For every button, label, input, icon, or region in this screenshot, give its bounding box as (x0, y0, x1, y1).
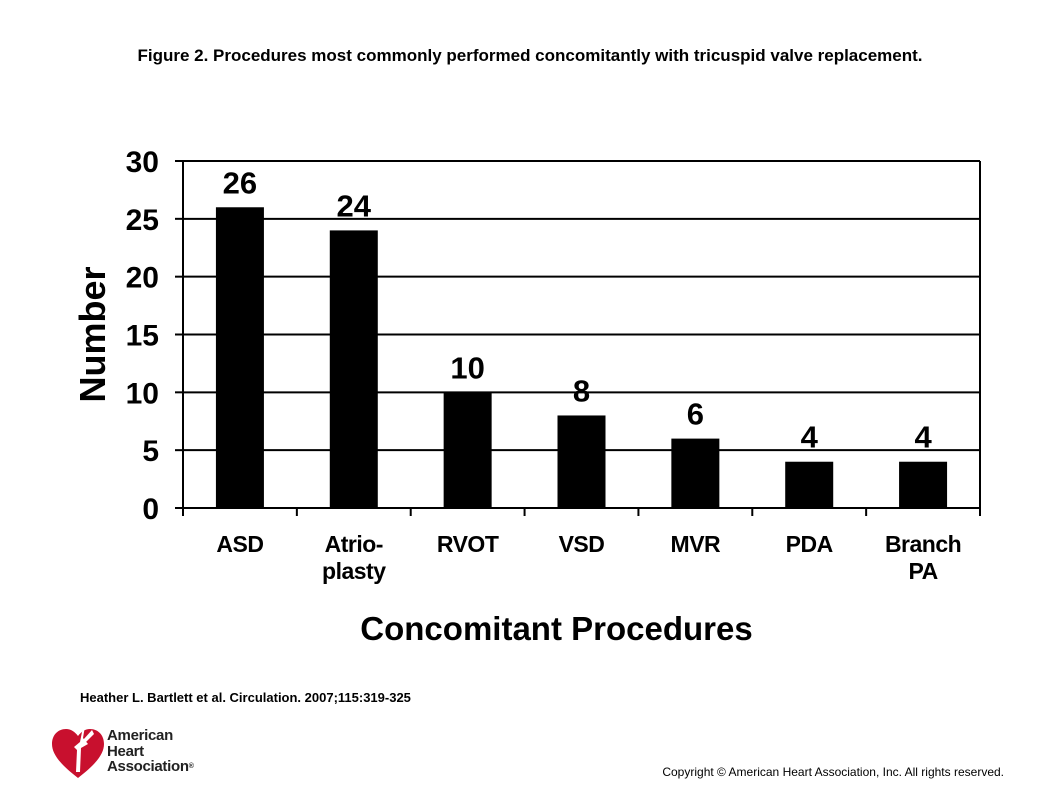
bar (671, 438, 720, 508)
data-label: 4 (914, 420, 932, 455)
bar (899, 461, 948, 508)
logo-registered: ® (188, 763, 194, 770)
x-category-label: PDA (786, 531, 833, 557)
bar (557, 415, 606, 508)
bar-chart: 0 5 10 15 20 25 30 26 ASD 24 Atrio-plasty 10 RVOT 8 VS… (72, 146, 981, 647)
citation: Heather L. Bartlett et al. Circulation. … (80, 690, 411, 705)
logo-line-3: Association (107, 758, 189, 775)
x-category-label: RVOT (437, 531, 499, 557)
bar (785, 461, 834, 508)
data-label: 4 (801, 420, 819, 455)
y-tick-label: 30 (126, 146, 159, 179)
y-tick-label: 15 (126, 320, 159, 353)
x-category-label: ASD (216, 531, 263, 557)
y-axis-title: Number (72, 266, 113, 402)
data-label: 26 (223, 165, 257, 200)
x-category-label: VSD (559, 531, 605, 557)
x-category-label: MVR (671, 531, 722, 557)
y-tick-label: 25 (126, 204, 159, 237)
bar (215, 207, 264, 508)
data-label: 8 (573, 373, 590, 408)
data-label: 6 (687, 397, 704, 432)
figure-title: Figure 2. Procedures most commonly perfo… (137, 46, 923, 65)
y-tick-label: 5 (142, 435, 159, 468)
data-label: 24 (337, 188, 372, 223)
logo-line-1: American (107, 727, 173, 744)
logo-line-2: Heart (107, 742, 144, 760)
x-category-label: PA (908, 558, 937, 584)
x-axis-title: Concomitant Procedures (360, 610, 752, 647)
y-tick-label: 20 (126, 262, 159, 295)
x-category-label: Atrio- (325, 531, 383, 557)
aha-logo-text: American Heart Association® (107, 728, 194, 775)
data-label: 10 (450, 350, 484, 385)
x-category-label: plasty (322, 558, 386, 584)
bar (443, 392, 492, 508)
y-tick-label: 10 (126, 377, 159, 410)
y-tick-label: 0 (142, 493, 159, 526)
x-category-label: Branch (885, 531, 961, 557)
heart-torch-icon (52, 726, 104, 778)
copyright-text: Copyright © American Heart Association, … (662, 765, 1004, 779)
bar (329, 230, 378, 508)
